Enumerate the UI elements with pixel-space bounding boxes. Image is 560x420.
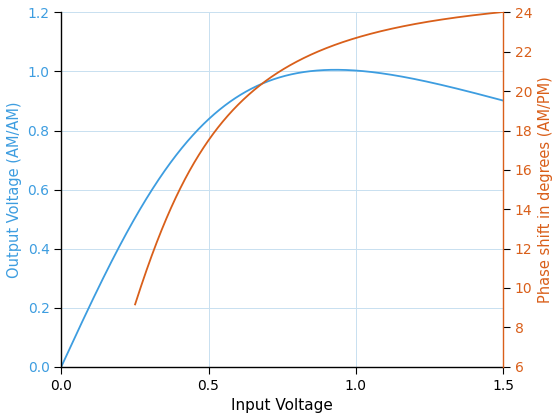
Y-axis label: Phase shift in degrees (AM/PM): Phase shift in degrees (AM/PM)	[538, 76, 553, 303]
X-axis label: Input Voltage: Input Voltage	[231, 398, 333, 413]
Y-axis label: Output Voltage (AM/AM): Output Voltage (AM/AM)	[7, 101, 22, 278]
